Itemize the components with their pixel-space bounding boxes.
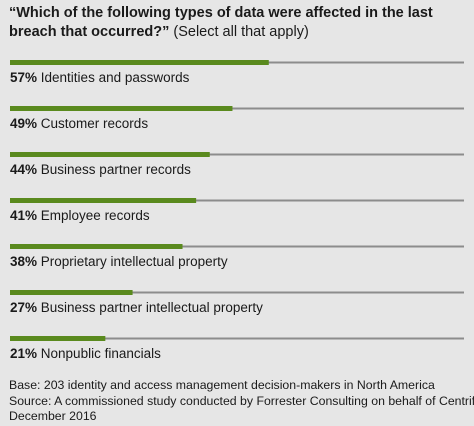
bar-track xyxy=(10,153,464,156)
bar-label: 38% Proprietary intellectual property xyxy=(10,254,228,269)
bar-track xyxy=(10,107,464,110)
bar-label: 57% Identities and passwords xyxy=(10,70,190,85)
bar xyxy=(10,336,106,341)
chart-title: “Which of the following types of data we… xyxy=(9,4,465,42)
bar-label: 21% Nonpublic financials xyxy=(10,346,161,361)
bar-value-label: 44% xyxy=(10,162,37,177)
bar-label: 27% Business partner intellectual proper… xyxy=(10,300,263,315)
bar xyxy=(10,198,197,203)
chart-question: “Which of the following types of data we… xyxy=(9,5,433,40)
bar-value-label: 41% xyxy=(10,208,37,223)
bar-track xyxy=(10,245,464,248)
bar xyxy=(10,106,233,111)
chart-question-note: (Select all that apply) xyxy=(173,24,309,40)
footnote-base: Base: 203 identity and access management… xyxy=(9,378,435,392)
bar-label: 44% Business partner records xyxy=(10,162,191,177)
bar-value-label: 27% xyxy=(10,300,37,315)
bar-category-label: Proprietary intellectual property xyxy=(37,254,228,269)
bar xyxy=(10,152,210,157)
bar-track xyxy=(10,337,464,340)
bar-group: 57% Identities and passwords 49% Customer… xyxy=(10,60,464,361)
bar-category-label: Business partner intellectual property xyxy=(37,300,263,315)
bar xyxy=(10,60,269,65)
bar-label: 49% Customer records xyxy=(10,116,148,131)
bar-track xyxy=(10,291,464,294)
bar-category-label: Employee records xyxy=(37,208,150,223)
bar-value-label: 38% xyxy=(10,254,37,269)
bar xyxy=(10,244,183,249)
bar-value-label: 21% xyxy=(10,346,37,361)
bar-category-label: Identities and passwords xyxy=(37,70,190,85)
bar xyxy=(10,290,133,295)
footnote-source-date: December 2016 xyxy=(9,409,97,423)
bar-category-label: Business partner records xyxy=(37,162,191,177)
bar-track xyxy=(10,199,464,202)
bar-category-label: Customer records xyxy=(37,116,148,131)
bar-label: 41% Employee records xyxy=(10,208,150,223)
bar-category-label: Nonpublic financials xyxy=(37,346,161,361)
bar-value-label: 57% xyxy=(10,70,37,85)
footnote-source: Source: A commissioned study conducted b… xyxy=(9,393,474,408)
chart-footnote: Base: 203 identity and access management… xyxy=(9,378,474,425)
bar-value-label: 49% xyxy=(10,116,37,131)
